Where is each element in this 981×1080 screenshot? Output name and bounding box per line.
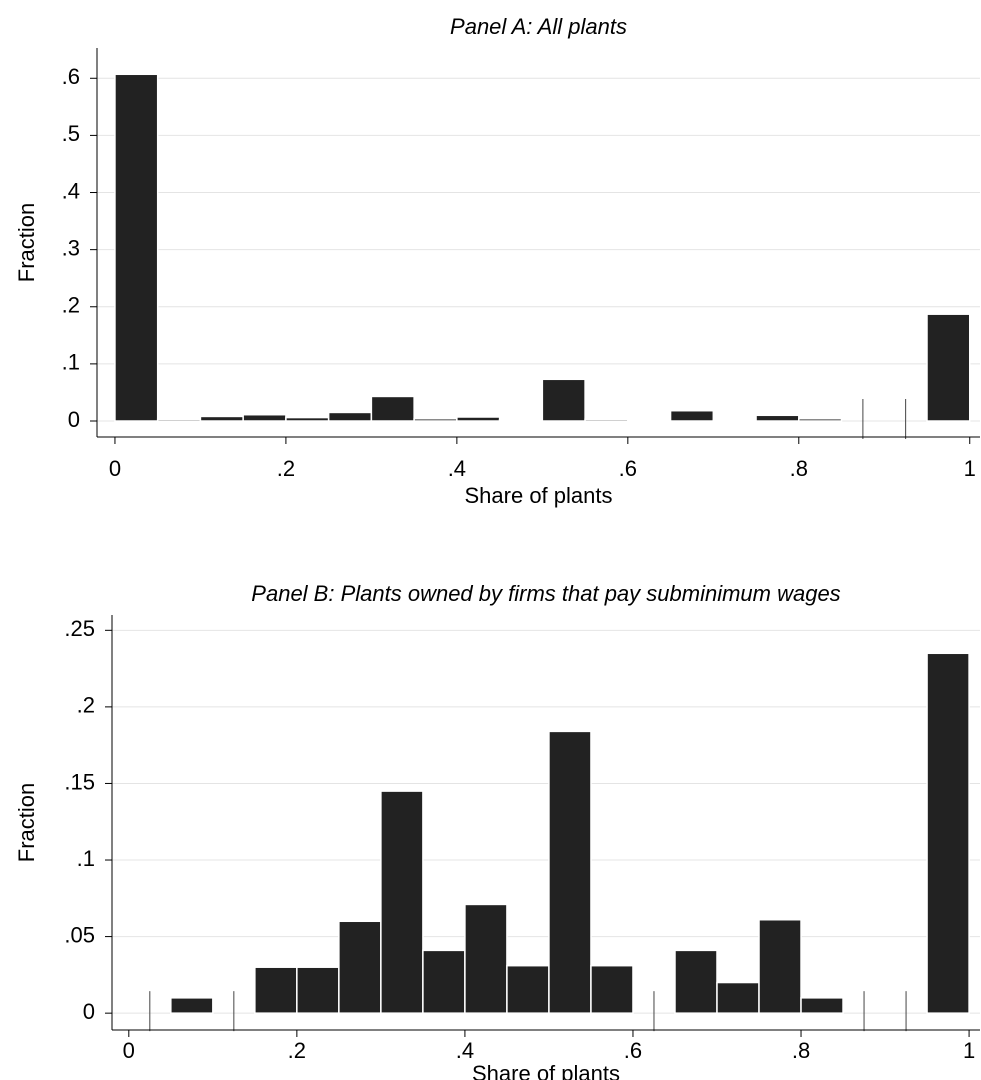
- bar: [548, 730, 592, 1014]
- bar: [926, 652, 970, 1014]
- bar: [506, 964, 550, 1014]
- y-tick-label: .3: [62, 235, 80, 260]
- y-tick-label: .4: [62, 178, 80, 203]
- x-tick-label: 0: [123, 1038, 135, 1063]
- x-tick-label: .2: [288, 1038, 306, 1063]
- bar: [199, 415, 244, 422]
- y-tick-label: .6: [62, 64, 80, 89]
- x-axis-title: Share of plants: [465, 483, 613, 508]
- chart-title: Panel A: All plants: [450, 14, 627, 39]
- bar: [758, 918, 802, 1014]
- x-tick-label: 1: [964, 456, 976, 481]
- bar: [584, 418, 629, 422]
- bar: [712, 419, 757, 422]
- bar: [422, 949, 466, 1014]
- bar: [541, 378, 586, 422]
- y-tick-label: .05: [64, 922, 95, 947]
- x-tick-label: .6: [619, 456, 637, 481]
- bar: [170, 997, 214, 1014]
- x-tick-label: .4: [456, 1038, 474, 1063]
- y-axis-title: Fraction: [14, 783, 39, 862]
- y-tick-label: .1: [62, 350, 80, 375]
- bar: [926, 313, 971, 422]
- y-tick-label: .2: [77, 693, 95, 718]
- x-tick-label: .8: [792, 1038, 810, 1063]
- bar: [296, 966, 340, 1014]
- x-tick-label: .6: [624, 1038, 642, 1063]
- bar: [327, 411, 373, 422]
- bar: [156, 418, 202, 422]
- y-tick-label: .15: [64, 769, 95, 794]
- y-tick-label: .2: [62, 293, 80, 318]
- bar: [242, 413, 287, 422]
- bar: [464, 903, 508, 1014]
- bar: [498, 419, 544, 422]
- y-tick-label: .5: [62, 121, 80, 146]
- bar: [370, 395, 415, 422]
- bar: [627, 419, 672, 422]
- bar: [380, 790, 424, 1014]
- x-tick-label: .8: [790, 456, 808, 481]
- x-tick-label: 0: [109, 456, 121, 481]
- bar: [800, 997, 844, 1014]
- x-tick-label: .4: [448, 456, 466, 481]
- bar: [669, 409, 715, 422]
- bar: [716, 981, 760, 1014]
- x-tick-label: 1: [963, 1038, 975, 1063]
- y-axis-title: Fraction: [14, 203, 39, 282]
- chart-title: Panel B: Plants owned by firms that pay …: [251, 581, 840, 606]
- bar: [114, 73, 159, 422]
- bar: [254, 966, 298, 1014]
- bar: [338, 920, 382, 1014]
- bar: [755, 414, 800, 422]
- bar: [798, 417, 843, 422]
- y-tick-label: 0: [68, 407, 80, 432]
- y-tick-label: 0: [83, 999, 95, 1024]
- bar: [456, 416, 501, 422]
- y-tick-label: .25: [64, 616, 95, 641]
- y-tick-label: .1: [77, 846, 95, 871]
- bar: [413, 417, 458, 422]
- x-tick-label: .2: [277, 456, 295, 481]
- bar: [674, 949, 718, 1014]
- bar: [285, 416, 330, 422]
- x-axis-title: Share of plants: [472, 1061, 620, 1080]
- bar: [590, 964, 634, 1014]
